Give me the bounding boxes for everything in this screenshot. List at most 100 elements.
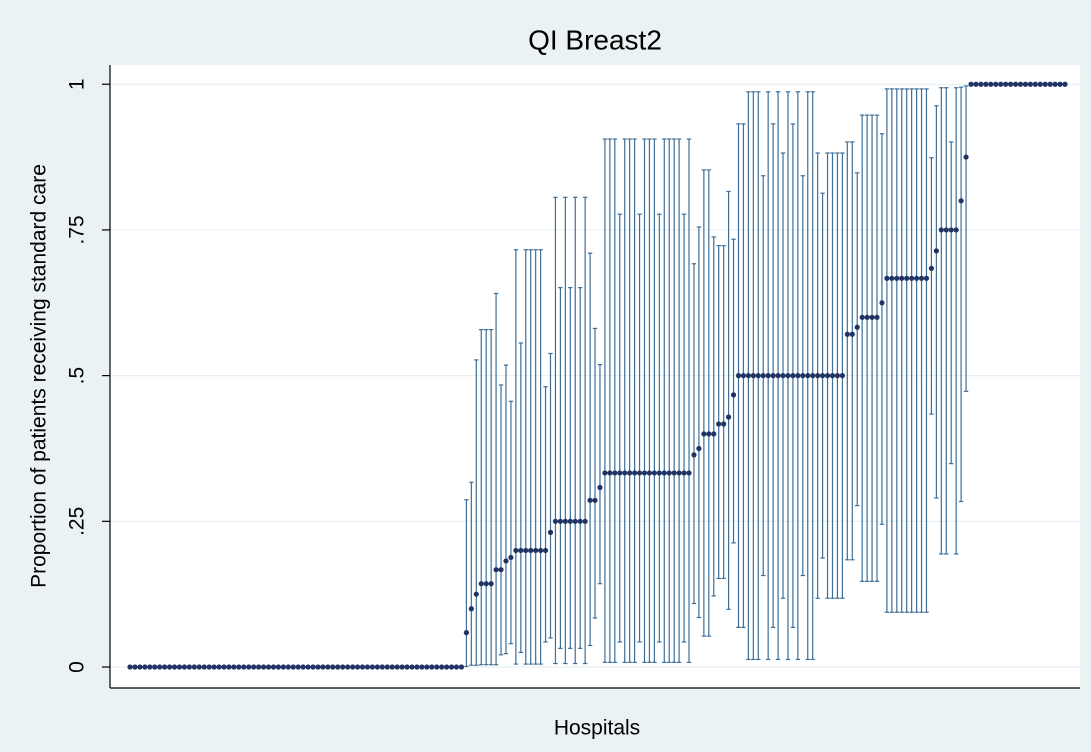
error-bar <box>904 88 909 613</box>
point <box>345 664 351 670</box>
point <box>414 664 420 670</box>
point <box>948 227 954 233</box>
point <box>1027 81 1033 87</box>
error-bar <box>474 359 479 666</box>
point <box>1037 81 1043 87</box>
point <box>557 518 563 524</box>
point <box>671 470 677 476</box>
point <box>216 664 222 670</box>
point <box>171 664 178 670</box>
point <box>478 581 484 587</box>
point <box>760 373 766 379</box>
error-bar <box>845 141 850 561</box>
error-bar <box>721 245 726 580</box>
point <box>721 421 727 427</box>
error-bar <box>464 499 469 668</box>
point <box>745 373 751 379</box>
point <box>340 664 346 670</box>
point <box>201 664 207 670</box>
point <box>943 227 949 233</box>
point <box>335 664 341 670</box>
point <box>483 581 489 587</box>
point <box>528 547 534 554</box>
point <box>265 664 272 670</box>
error-bar <box>864 114 870 582</box>
error-bar <box>568 287 573 649</box>
point <box>1022 81 1029 87</box>
point <box>998 81 1004 87</box>
point <box>458 664 465 670</box>
error-bar <box>731 238 736 544</box>
error-bar <box>518 342 524 654</box>
error-bar <box>929 157 934 415</box>
point <box>963 154 969 160</box>
point <box>211 664 217 670</box>
point <box>562 518 568 524</box>
point <box>755 373 761 379</box>
point <box>899 275 905 281</box>
point <box>627 470 633 476</box>
point <box>389 664 395 670</box>
point <box>374 664 380 670</box>
point <box>498 567 504 573</box>
point <box>369 664 376 670</box>
error-bar <box>939 87 944 555</box>
point <box>1003 81 1009 87</box>
error-bar <box>924 88 929 613</box>
point <box>399 664 405 670</box>
point <box>280 664 286 670</box>
point <box>1012 81 1019 87</box>
point <box>879 300 885 306</box>
error-bar <box>706 169 712 637</box>
point <box>904 275 910 281</box>
point <box>572 518 578 524</box>
point <box>909 275 915 281</box>
error-bar <box>953 87 959 555</box>
point <box>246 664 252 670</box>
error-bar <box>909 88 914 613</box>
point <box>310 664 316 670</box>
point <box>577 518 583 524</box>
point <box>508 554 514 561</box>
y-axis-label: Proportion of patients receiving standar… <box>28 164 51 588</box>
point <box>750 373 756 379</box>
point <box>523 547 529 554</box>
point <box>473 591 479 597</box>
point <box>1047 81 1053 87</box>
point <box>166 664 173 670</box>
point <box>226 664 232 670</box>
error-bar <box>577 287 583 649</box>
y-tick-label: .25 <box>66 507 89 536</box>
error-bar <box>716 245 721 580</box>
point <box>706 431 712 437</box>
point <box>889 275 895 281</box>
point <box>617 470 623 476</box>
point <box>325 664 331 670</box>
point <box>300 664 306 670</box>
point <box>493 567 499 573</box>
error-bar <box>503 364 509 655</box>
point <box>275 664 282 670</box>
point <box>364 664 371 670</box>
point <box>538 547 544 554</box>
y-tick-label: 1 <box>66 78 89 90</box>
point <box>320 664 326 670</box>
error-bar <box>869 114 875 582</box>
point <box>587 497 593 503</box>
point <box>162 664 168 670</box>
error-bar <box>607 138 613 663</box>
point <box>206 664 212 670</box>
error-bar <box>548 352 553 639</box>
point <box>691 452 697 458</box>
error-bar <box>949 141 954 465</box>
error-bar <box>652 138 657 663</box>
point <box>256 664 262 670</box>
point <box>978 81 984 87</box>
error-bar <box>850 141 855 561</box>
point <box>928 265 935 271</box>
point <box>602 470 608 476</box>
point <box>824 373 831 379</box>
point <box>968 81 974 87</box>
point <box>859 314 865 320</box>
